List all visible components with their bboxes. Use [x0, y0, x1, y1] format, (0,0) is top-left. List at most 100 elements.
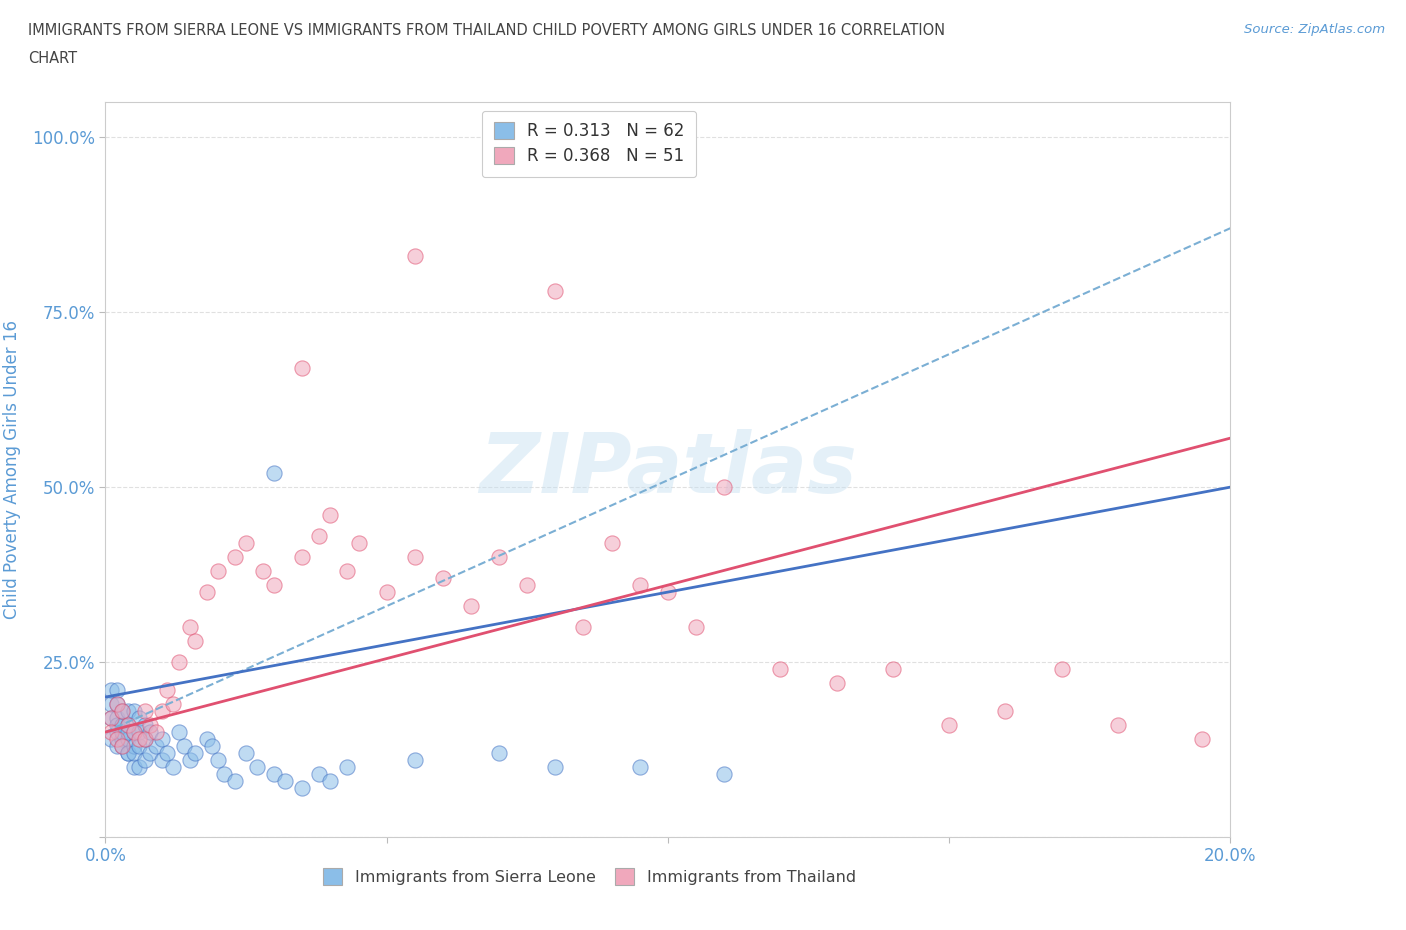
Point	[375, 585, 398, 600]
Point	[882, 661, 904, 676]
Point	[117, 732, 139, 747]
Point	[224, 774, 246, 789]
Point	[128, 711, 150, 725]
Point	[184, 633, 207, 648]
Point	[122, 724, 145, 739]
Point	[105, 711, 128, 725]
Point	[207, 564, 229, 578]
Point	[938, 718, 960, 733]
Point	[308, 528, 330, 543]
Point	[128, 724, 150, 739]
Point	[105, 732, 128, 747]
Point	[291, 361, 314, 376]
Point	[252, 564, 274, 578]
Point	[184, 746, 207, 761]
Point	[122, 760, 145, 775]
Point	[263, 578, 285, 592]
Point	[111, 704, 134, 719]
Point	[100, 724, 122, 739]
Point	[134, 732, 156, 747]
Point	[134, 752, 156, 767]
Text: IMMIGRANTS FROM SIERRA LEONE VS IMMIGRANTS FROM THAILAND CHILD POVERTY AMONG GIR: IMMIGRANTS FROM SIERRA LEONE VS IMMIGRAN…	[28, 23, 945, 38]
Point	[117, 704, 139, 719]
Point	[195, 585, 218, 600]
Point	[263, 466, 285, 481]
Point	[347, 536, 370, 551]
Point	[100, 711, 122, 725]
Point	[179, 752, 201, 767]
Point	[488, 746, 510, 761]
Point	[179, 619, 201, 634]
Point	[117, 746, 139, 761]
Point	[207, 752, 229, 767]
Point	[212, 766, 235, 781]
Point	[117, 718, 139, 733]
Point	[319, 508, 342, 523]
Point	[111, 738, 134, 753]
Point	[195, 732, 218, 747]
Point	[713, 480, 735, 495]
Point	[488, 550, 510, 565]
Point	[600, 536, 623, 551]
Point	[825, 675, 848, 690]
Point	[139, 718, 162, 733]
Point	[628, 760, 651, 775]
Point	[224, 550, 246, 565]
Point	[100, 711, 122, 725]
Point	[544, 760, 567, 775]
Point	[111, 704, 134, 719]
Point	[1191, 732, 1213, 747]
Point	[460, 599, 482, 614]
Point	[150, 732, 173, 747]
Point	[263, 766, 285, 781]
Point	[128, 738, 150, 753]
Point	[111, 718, 134, 733]
Text: Source: ZipAtlas.com: Source: ZipAtlas.com	[1244, 23, 1385, 36]
Point	[994, 704, 1017, 719]
Point	[274, 774, 297, 789]
Point	[150, 752, 173, 767]
Text: CHART: CHART	[28, 51, 77, 66]
Point	[128, 760, 150, 775]
Point	[246, 760, 269, 775]
Point	[100, 683, 122, 698]
Point	[117, 718, 139, 733]
Point	[308, 766, 330, 781]
Point	[336, 760, 359, 775]
Point	[167, 724, 190, 739]
Point	[156, 683, 179, 698]
Point	[404, 249, 426, 264]
Point	[117, 724, 139, 739]
Point	[122, 724, 145, 739]
Point	[572, 619, 595, 634]
Point	[1050, 661, 1073, 676]
Point	[516, 578, 538, 592]
Point	[139, 724, 162, 739]
Point	[122, 704, 145, 719]
Point	[336, 564, 359, 578]
Point	[657, 585, 679, 600]
Point	[134, 732, 156, 747]
Point	[122, 738, 145, 753]
Point	[105, 683, 128, 698]
Point	[769, 661, 792, 676]
Point	[128, 732, 150, 747]
Point	[150, 704, 173, 719]
Point	[145, 738, 167, 753]
Point	[105, 738, 128, 753]
Point	[105, 697, 128, 711]
Y-axis label: Child Poverty Among Girls Under 16: Child Poverty Among Girls Under 16	[3, 320, 21, 619]
Point	[235, 746, 257, 761]
Point	[713, 766, 735, 781]
Point	[319, 774, 342, 789]
Point	[134, 704, 156, 719]
Point	[105, 697, 128, 711]
Point	[156, 746, 179, 761]
Point	[404, 550, 426, 565]
Point	[544, 284, 567, 299]
Point	[122, 746, 145, 761]
Point	[105, 724, 128, 739]
Point	[235, 536, 257, 551]
Legend: Immigrants from Sierra Leone, Immigrants from Thailand: Immigrants from Sierra Leone, Immigrants…	[316, 862, 862, 892]
Point	[162, 697, 184, 711]
